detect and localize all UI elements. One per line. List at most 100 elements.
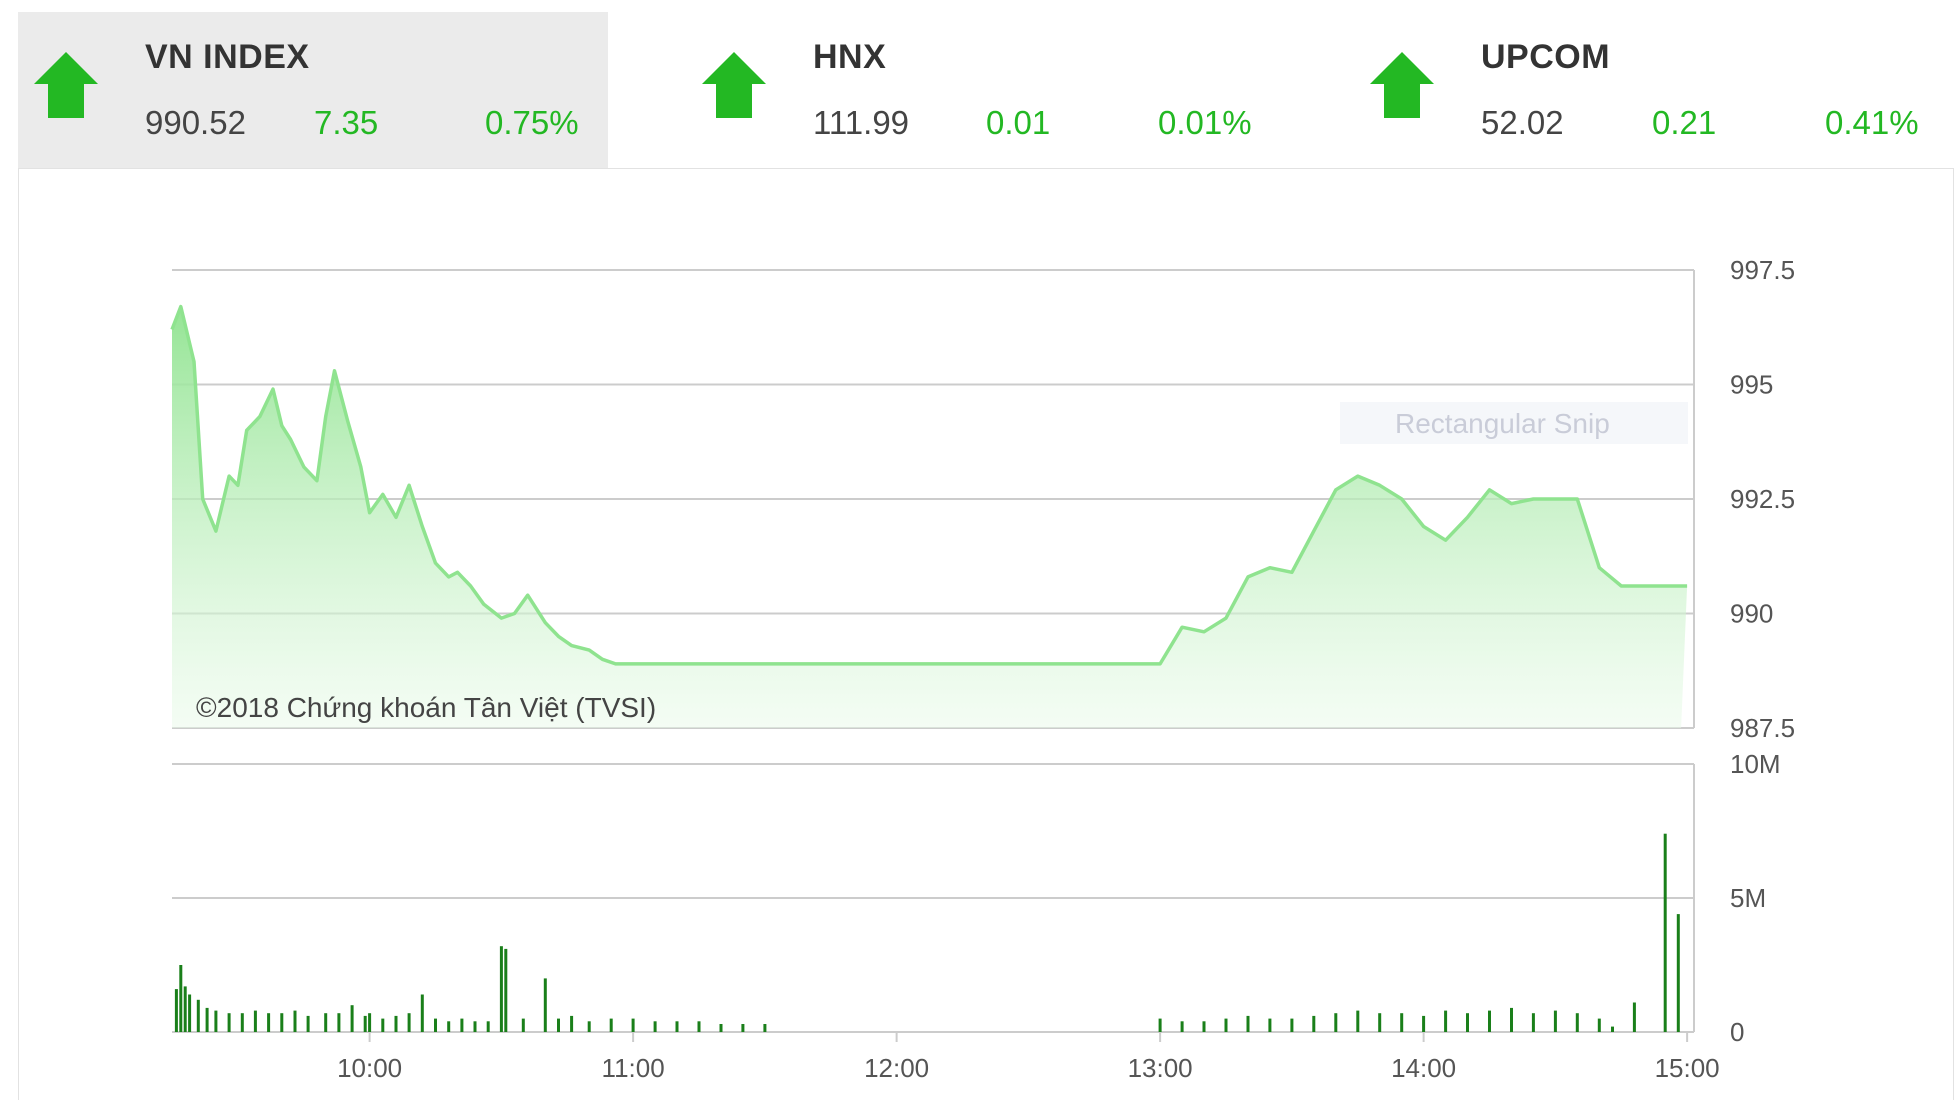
volume-bar [420, 994, 424, 1032]
tile-upcom[interactable]: UPCOM 52.02 0.21 0.41% [1354, 12, 1954, 168]
chart-panel [18, 168, 1954, 1100]
volume-bar [521, 1018, 525, 1032]
volume-grid [172, 763, 1695, 1033]
volume-bar [407, 1013, 411, 1032]
volume-bar [205, 1007, 209, 1032]
volume-bar [1663, 833, 1667, 1032]
volume-bar [1290, 1018, 1294, 1032]
volume-bar [486, 1021, 490, 1032]
volume-bar [1575, 1013, 1579, 1032]
volume-bar [1422, 1015, 1426, 1032]
volume-bar [741, 1024, 745, 1032]
volume-bar [1632, 1002, 1636, 1032]
volume-bar [1246, 1015, 1250, 1032]
volume-bar [227, 1013, 231, 1032]
volume-bar [543, 978, 547, 1032]
volume-bar [183, 986, 187, 1032]
volume-bar [240, 1013, 244, 1032]
chart-credit: ©2018 Chứng khoán Tân Việt (TVSI) [196, 692, 656, 723]
time-tick-label: 11:00 [602, 1053, 665, 1083]
time-tick-label: 14:00 [1391, 1053, 1456, 1083]
volume-bar [350, 1005, 354, 1032]
volume-bar [1268, 1018, 1272, 1032]
price-tick-label: 997.5 [1730, 255, 1795, 285]
volume-bar [1400, 1013, 1404, 1032]
volume-bar [188, 994, 192, 1032]
volume-bar [587, 1021, 591, 1032]
volume-bar [1158, 1018, 1162, 1032]
arrow-up-icon [34, 52, 98, 118]
volume-bar [1202, 1021, 1206, 1032]
volume-bar [631, 1018, 635, 1032]
volume-bar [473, 1021, 477, 1032]
price-tick-label: 995 [1730, 370, 1773, 400]
snip-watermark: Rectangular Snip [1340, 402, 1688, 444]
volume-bars [174, 833, 1680, 1032]
volume-axis: 10M 5M 0 [1730, 749, 1781, 1047]
index-percent: 0.75% [485, 104, 579, 141]
volume-bar [499, 946, 503, 1032]
index-tiles: VN INDEX 990.52 7.35 0.75% HNX 111.99 0.… [18, 12, 1954, 168]
index-percent: 0.01% [1158, 104, 1252, 141]
volume-bar [214, 1010, 218, 1032]
time-tick-label: 15:00 [1655, 1053, 1720, 1083]
volume-bar [1312, 1015, 1316, 1032]
volume-bar [1488, 1010, 1491, 1032]
price-tick-label: 990 [1730, 599, 1773, 629]
price-tick-label: 987.5 [1730, 713, 1795, 743]
volume-bar [293, 1010, 297, 1032]
volume-bar [1597, 1018, 1601, 1032]
price-line [170, 304, 1688, 666]
index-change: 0.01 [986, 104, 1051, 141]
volume-bar [719, 1024, 723, 1032]
volume-tick-label: 5M [1730, 883, 1766, 913]
volume-tick-label: 10M [1730, 749, 1781, 779]
volume-bar [1510, 1007, 1513, 1032]
price-axis: 997.5 995 992.5 990 987.5 [1730, 255, 1795, 743]
time-tick-label: 13:00 [1128, 1053, 1193, 1083]
volume-bar [324, 1013, 328, 1032]
volume-bar [394, 1015, 398, 1032]
index-change: 0.21 [1652, 104, 1717, 141]
volume-bar [557, 1018, 560, 1032]
volume-bar [447, 1021, 451, 1032]
arrow-up-icon [1370, 52, 1434, 118]
volume-bar [280, 1013, 284, 1032]
volume-bar [1466, 1013, 1469, 1032]
volume-bar [697, 1021, 701, 1032]
volume-tick-label: 0 [1730, 1017, 1744, 1047]
price-area [172, 306, 1688, 728]
volume-bar [179, 965, 183, 1032]
index-price: 990.52 [145, 104, 246, 141]
index-name: UPCOM [1481, 38, 1611, 76]
time-tick-label: 10:00 [337, 1053, 402, 1083]
volume-bar [504, 948, 508, 1032]
volume-bar [763, 1024, 767, 1032]
index-price: 52.02 [1481, 104, 1564, 141]
volume-bar [196, 999, 200, 1032]
index-name: HNX [813, 38, 887, 76]
volume-bar [1611, 1026, 1614, 1032]
volume-bar [1378, 1013, 1382, 1032]
volume-bar [460, 1018, 464, 1032]
volume-bar [1553, 1010, 1557, 1032]
volume-bar [570, 1015, 574, 1032]
price-tick-label: 992.5 [1730, 484, 1795, 514]
volume-bar [267, 1013, 271, 1032]
time-tick-label: 12:00 [864, 1053, 929, 1083]
index-change: 7.35 [314, 104, 379, 141]
index-percent: 0.41% [1825, 104, 1919, 141]
volume-bar [609, 1018, 613, 1032]
tile-vn-index[interactable]: VN INDEX 990.52 7.35 0.75% [18, 12, 608, 168]
volume-bar [1356, 1010, 1360, 1032]
volume-bar [337, 1013, 341, 1032]
volume-bar [675, 1021, 679, 1032]
volume-bar [363, 1015, 367, 1032]
volume-bar [1676, 914, 1680, 1032]
arrow-up-icon [702, 52, 766, 118]
tile-hnx[interactable]: HNX 111.99 0.01 0.01% [686, 12, 1286, 168]
volume-bar [1531, 1013, 1535, 1032]
volume-bar [253, 1010, 257, 1032]
volume-bar [368, 1013, 372, 1032]
